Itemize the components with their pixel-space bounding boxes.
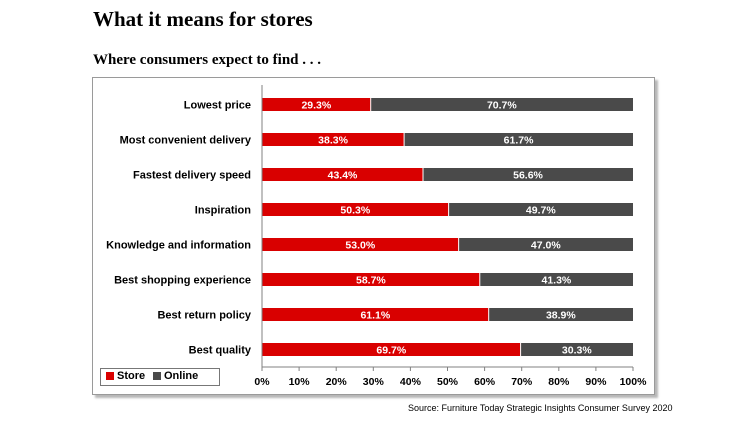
bar-store — [262, 203, 449, 216]
bar-online — [448, 203, 633, 216]
category-label: Inspiration — [195, 205, 252, 217]
x-tick-label: 90% — [585, 376, 607, 388]
data-label-online: 30.3% — [562, 345, 592, 357]
bar-store — [262, 343, 521, 356]
legend-item-online: Online — [153, 370, 198, 382]
legend-item-store: Store — [106, 370, 145, 382]
x-tick-label: 70% — [511, 376, 533, 388]
data-label-online: 47.0% — [531, 240, 561, 252]
category-label: Best quality — [189, 345, 252, 357]
source-note: Source: Furniture Today Strategic Insigh… — [408, 403, 673, 413]
x-tick-label: 0% — [254, 376, 270, 388]
chart-subtitle: Where consumers expect to find . . . — [93, 52, 322, 68]
data-label-online: 41.3% — [541, 275, 571, 287]
data-label-store: 61.1% — [360, 310, 390, 322]
bar-online — [479, 273, 633, 286]
data-label-store: 29.3% — [301, 100, 331, 112]
data-label-store: 69.7% — [376, 345, 406, 357]
legend-label-store: Store — [117, 370, 146, 382]
bar-store — [262, 273, 480, 286]
bar-online — [520, 343, 633, 356]
data-label-online: 56.6% — [513, 170, 543, 182]
category-label: Lowest price — [184, 100, 251, 112]
legend-swatch-store — [106, 372, 114, 380]
bar-store — [262, 133, 405, 146]
data-label-store: 53.0% — [345, 240, 375, 252]
category-label: Most convenient delivery — [120, 135, 252, 147]
bar-store — [262, 308, 489, 321]
data-label-online: 61.7% — [504, 135, 534, 147]
data-label-online: 70.7% — [487, 100, 517, 112]
category-label: Knowledge and information — [106, 240, 251, 252]
x-tick-label: 10% — [289, 376, 311, 388]
bar-online — [404, 133, 633, 146]
category-label: Best shopping experience — [114, 275, 251, 287]
bar-store — [262, 98, 371, 111]
x-tick-label: 100% — [620, 376, 648, 388]
x-tick-label: 80% — [548, 376, 570, 388]
data-label-store: 38.3% — [318, 135, 348, 147]
bar-online — [458, 238, 633, 251]
x-tick-label: 20% — [326, 376, 348, 388]
x-tick-label: 50% — [437, 376, 459, 388]
legend-label-online: Online — [164, 370, 199, 382]
legend-swatch-online — [153, 372, 161, 380]
x-tick-label: 30% — [363, 376, 385, 388]
bar-online — [488, 308, 633, 321]
bar-store — [262, 168, 424, 181]
x-tick-label: 60% — [474, 376, 496, 388]
data-label-store: 43.4% — [328, 170, 358, 182]
data-label-store: 58.7% — [356, 275, 386, 287]
data-label-store: 50.3% — [340, 205, 370, 217]
chart-legend: Store Online — [100, 368, 220, 386]
category-label: Fastest delivery speed — [133, 170, 251, 182]
page-title: What it means for stores — [93, 7, 313, 31]
data-label-online: 38.9% — [546, 310, 576, 322]
data-label-online: 49.7% — [526, 205, 556, 217]
bar-online — [370, 98, 633, 111]
bar-store — [262, 238, 459, 251]
stacked-bar-chart: Lowest price 29.3% 70.7% Most convenient de… — [106, 85, 648, 388]
bar-online — [423, 168, 633, 181]
category-label: Best return policy — [157, 310, 251, 322]
x-tick-label: 40% — [400, 376, 422, 388]
chart-frame: Lowest price 29.3% 70.7% Most convenient de… — [92, 77, 655, 395]
